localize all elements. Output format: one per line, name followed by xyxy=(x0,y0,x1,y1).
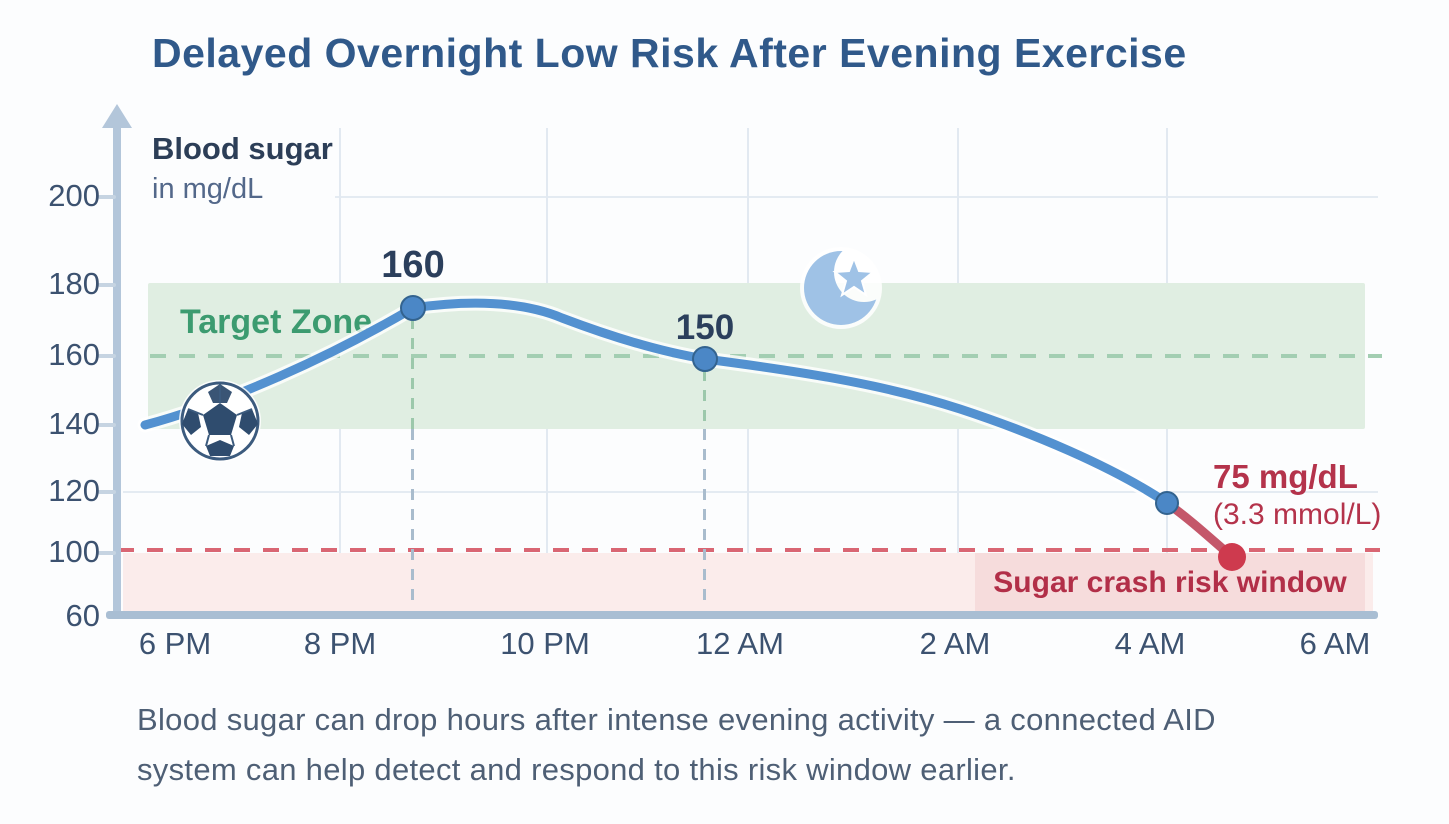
y-tick-mark-120 xyxy=(98,490,116,494)
y-tick-mark-140 xyxy=(98,423,116,427)
x-tick-6am: 6 AM xyxy=(1299,626,1371,661)
y-tick-160: 160 xyxy=(48,337,100,372)
dropline-160-upper xyxy=(411,318,414,429)
dropline-150-lower xyxy=(703,429,706,603)
annotation-low-value-mmol: (3.3 mmol/L) xyxy=(1213,498,1382,531)
y-tick-120: 120 xyxy=(48,473,100,508)
risk-threshold-dashed-line xyxy=(118,548,1380,552)
y-tick-mark-100 xyxy=(98,551,116,555)
gridline-200 xyxy=(335,196,1378,198)
x-axis-line xyxy=(106,611,1378,619)
annotation-160: 160 xyxy=(381,244,445,286)
target-zone-dashed-line xyxy=(150,354,1382,358)
risk-zone-label: Sugar crash risk window xyxy=(993,566,1347,599)
y-axis-label-line2: in mg/dL xyxy=(152,173,264,205)
y-tick-180: 180 xyxy=(48,266,100,301)
x-tick-8pm: 8 PM xyxy=(303,626,377,661)
x-tick-12am: 12 AM xyxy=(696,626,784,661)
caption-line1: Blood sugar can drop hours after intense… xyxy=(137,702,1216,737)
risk-zone-label-background xyxy=(975,553,1365,611)
y-axis-label-line1: Blood sugar xyxy=(152,131,333,166)
y-axis-line xyxy=(113,124,121,619)
annotation-low-value: 75 mg/dL xyxy=(1213,458,1358,495)
page-title: Delayed Overnight Low Risk After Evening… xyxy=(152,30,1187,76)
x-tick-2am: 2 AM xyxy=(919,626,991,661)
x-tick-6pm: 6 PM xyxy=(138,626,212,661)
dropline-150-upper xyxy=(703,370,706,429)
y-tick-100: 100 xyxy=(48,534,100,569)
y-tick-mark-160 xyxy=(98,354,116,358)
y-tick-200: 200 xyxy=(48,178,100,213)
y-tick-60: 60 xyxy=(65,598,100,633)
target-zone-label: Target Zone xyxy=(180,303,373,341)
dropline-160-lower xyxy=(411,429,414,603)
y-tick-mark-200 xyxy=(98,195,116,199)
x-tick-4am: 4 AM xyxy=(1114,626,1186,661)
y-tick-140: 140 xyxy=(48,406,100,441)
annotation-150: 150 xyxy=(675,308,735,347)
gridline-120 xyxy=(123,491,1378,493)
y-tick-mark-180 xyxy=(98,283,116,287)
caption-line2: system can help detect and respond to th… xyxy=(137,752,1016,787)
x-tick-10pm: 10 PM xyxy=(500,626,590,661)
